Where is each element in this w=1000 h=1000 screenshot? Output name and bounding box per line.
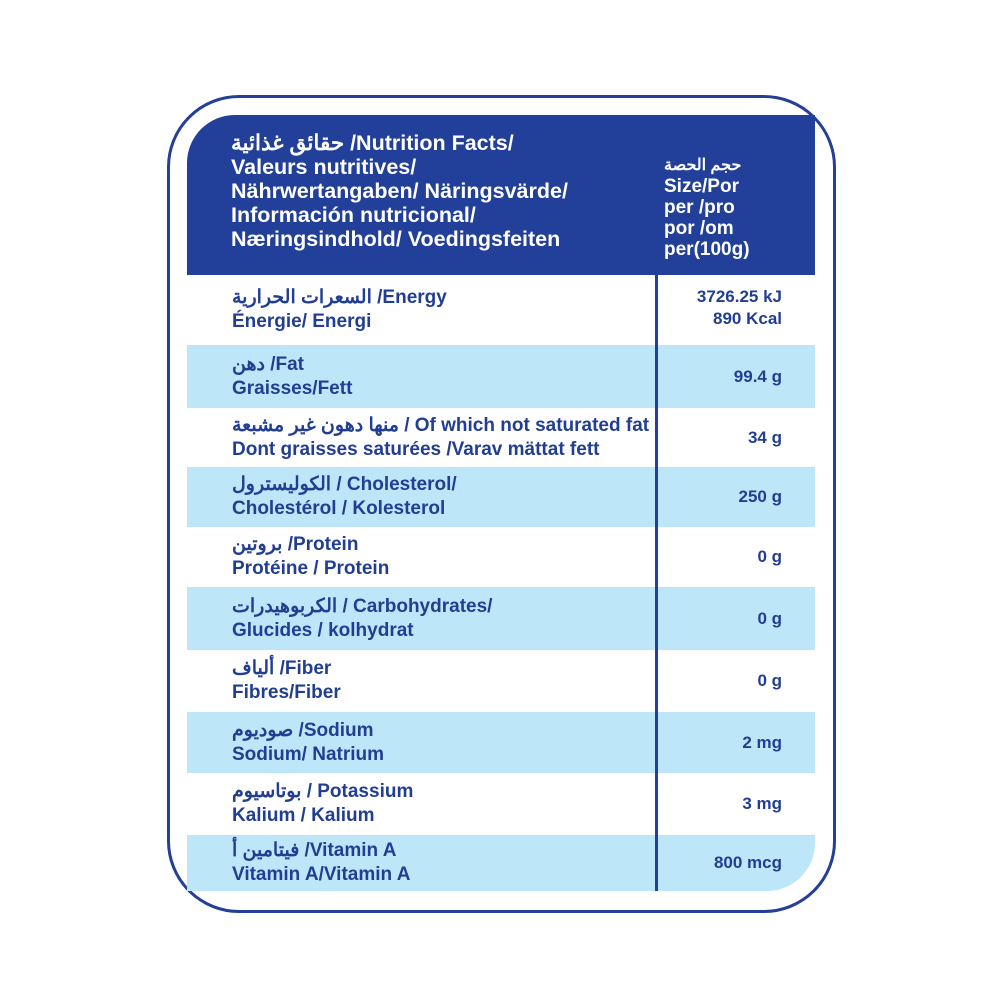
value-line: 2 mg: [742, 732, 782, 752]
label-line-1: الكوليسترول / Cholesterol/: [232, 474, 457, 495]
size-line: por /om: [664, 218, 734, 239]
nutrient-row: السعرات الحرارية /Energy Énergie/ Energi 3…: [187, 275, 815, 345]
nutrient-value: 2 mg: [742, 732, 782, 754]
label-line-2: Énergie/ Energi: [232, 311, 372, 332]
value-line: 0 g: [757, 547, 782, 566]
label-line-2: Vitamin A/Vitamin A: [232, 864, 411, 885]
size-line: per(100g): [664, 239, 750, 260]
label-line-2: Kalium / Kalium: [232, 805, 375, 826]
title-line: Næringsindhold/ Voedingsfeiten: [231, 227, 561, 251]
label-border: [167, 95, 836, 913]
label-line-2: Graisses/Fett: [232, 377, 353, 399]
nutrition-table: حقائق غذائية /Nutrition Facts/ Valeurs n…: [187, 115, 815, 891]
nutrient-label: صوديوم /Sodium Sodium/ Natrium: [232, 719, 384, 767]
label-line-1: صوديوم /Sodium: [232, 719, 374, 741]
title-line: Nährwertangaben/ Näringsvärde/: [231, 179, 568, 203]
label-line-1: فيتامين أ /Vitamin A: [232, 840, 397, 861]
label-line-2: Glucides / kolhydrat: [232, 619, 414, 641]
header-title: حقائق غذائية /Nutrition Facts/ Valeurs n…: [231, 131, 651, 251]
nutrient-value: 0 g: [757, 670, 782, 692]
title-line: حقائق غذائية /Nutrition Facts/: [231, 131, 514, 155]
nutrient-row: منها دهون غير مشبعة / Of which not satur…: [187, 408, 815, 467]
nutrient-row: فيتامين أ /Vitamin A Vitamin A/Vitamin A 8…: [187, 835, 815, 891]
value-line: 34 g: [747, 427, 782, 447]
nutrient-value: 800 mcg: [714, 852, 782, 874]
value-line: 800 mcg: [713, 853, 782, 872]
nutrient-value: 0 g: [757, 546, 782, 568]
nutrient-value: 3726.25 kJ 890 Kcal: [697, 286, 782, 330]
nutrient-label: ألياف /Fiber Fibres/Fiber: [232, 657, 341, 705]
nutrient-label: السعرات الحرارية /Energy Énergie/ Energi: [232, 286, 447, 334]
label-line-2: Dont graisses saturées /Varav mättat fet…: [232, 438, 600, 460]
table-header: حقائق غذائية /Nutrition Facts/ Valeurs n…: [187, 115, 815, 275]
label-line-2: Fibres/Fiber: [232, 682, 341, 703]
nutrient-label: الكوليسترول / Cholesterol/Cholestérol / …: [232, 473, 457, 521]
nutrient-row: الكربوهيدرات / Carbohydrates/Glucides / …: [187, 587, 815, 650]
title-line: Información nutricional/: [231, 203, 476, 227]
value-line-2: 890 Kcal: [713, 309, 782, 328]
nutrient-row: بوتاسيوم / Potassium Kalium / Kalium 3 mg: [187, 773, 815, 835]
label-line-2: Protéine / Protein: [232, 558, 390, 579]
nutrient-label: بروتين /Protein Protéine / Protein: [232, 533, 389, 581]
value-line: 99.4 g: [733, 366, 782, 386]
nutrient-label: بوتاسيوم / Potassium Kalium / Kalium: [232, 780, 413, 828]
nutrient-row: صوديوم /Sodium Sodium/ Natrium 2 mg: [187, 712, 815, 773]
label-line-2: Sodium/ Natrium: [232, 743, 385, 765]
nutrient-label: منها دهون غير مشبعة / Of which not satur…: [232, 414, 649, 462]
label-line-1: السعرات الحرارية /Energy: [232, 287, 447, 308]
value-line: 3726.25 kJ: [696, 287, 782, 306]
nutrient-label: فيتامين أ /Vitamin A Vitamin A/Vitamin A: [232, 839, 410, 887]
title-line: Valeurs nutritives/: [231, 155, 417, 179]
nutrient-value: 34 g: [748, 427, 782, 449]
nutrient-row: بروتين /Protein Protéine / Protein 0 g: [187, 527, 815, 587]
nutrient-label: الكربوهيدرات / Carbohydrates/Glucides / …: [232, 595, 492, 643]
nutrient-value: 250 g: [739, 486, 782, 508]
size-line: Size/Por: [664, 176, 739, 197]
label-line-1: ألياف /Fiber: [232, 658, 332, 679]
nutrient-label: دهن /Fat Graisses/Fett: [232, 353, 352, 401]
serving-size-header: حجم الحصة Size/Por per /pro por /om per(…: [664, 155, 804, 260]
label-line-1: بروتين /Protein: [232, 534, 359, 555]
size-line: per /pro: [664, 197, 735, 218]
label-line-1: دهن /Fat: [232, 353, 305, 375]
label-line-2: Cholestérol / Kolesterol: [232, 498, 446, 519]
nutrient-value: 0 g: [757, 608, 782, 630]
value-line: 0 g: [757, 671, 782, 690]
nutrient-value: 3 mg: [742, 793, 782, 815]
nutrient-value: 99.4 g: [734, 366, 782, 388]
size-line: حجم الحصة: [664, 157, 742, 174]
value-line: 3 mg: [742, 794, 782, 813]
value-line: 0 g: [757, 608, 782, 628]
label-line-1: منها دهون غير مشبعة / Of which not satur…: [232, 414, 650, 436]
nutrient-row: ألياف /Fiber Fibres/Fiber 0 g: [187, 650, 815, 712]
label-line-1: بوتاسيوم / Potassium: [232, 781, 414, 802]
column-divider: [655, 275, 658, 891]
label-line-1: الكربوهيدرات / Carbohydrates/: [232, 595, 493, 617]
nutrient-row: دهن /Fat Graisses/Fett 99.4 g: [187, 345, 815, 408]
nutrient-row: الكوليسترول / Cholesterol/Cholestérol / …: [187, 467, 815, 527]
value-line: 250 g: [738, 487, 782, 506]
